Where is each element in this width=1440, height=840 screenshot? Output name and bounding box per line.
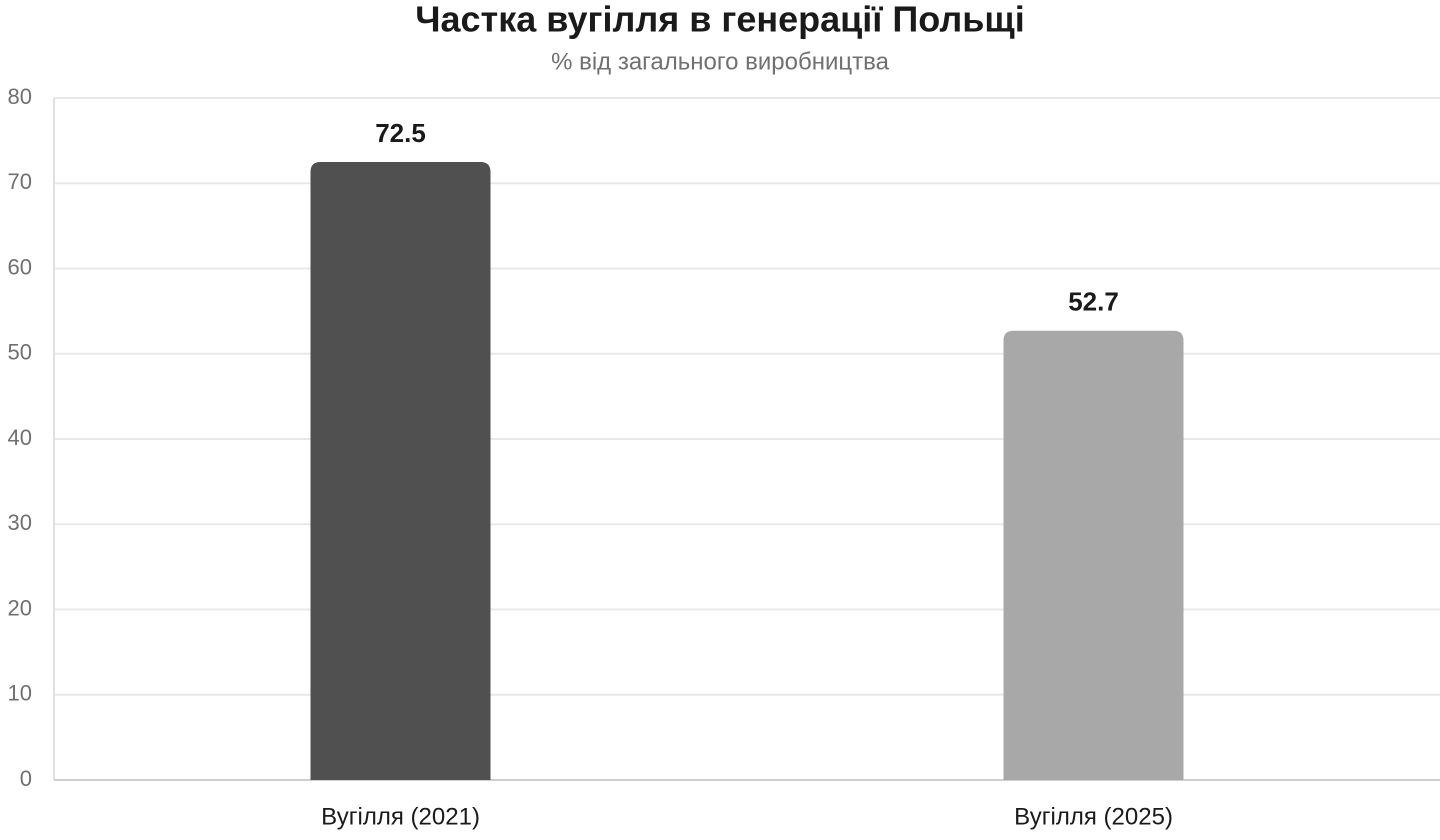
y-tick-label: 20	[8, 595, 32, 620]
bar	[310, 161, 491, 780]
y-tick-label: 80	[8, 84, 32, 109]
y-tick-label: 70	[8, 169, 32, 194]
x-tick-label: Вугілля (2025)	[1014, 803, 1173, 830]
y-tick-label: 0	[20, 766, 32, 791]
data-label: 72.5	[375, 118, 426, 148]
chart-subtitle: % від загального виробництва	[551, 48, 890, 75]
y-tick-label: 50	[8, 340, 32, 365]
x-tick-label: Вугілля (2021)	[321, 803, 480, 830]
data-label: 52.7	[1068, 287, 1119, 317]
y-tick-label: 60	[8, 254, 32, 279]
y-tick-label: 30	[8, 510, 32, 535]
bar	[1003, 330, 1184, 780]
y-tick-label: 40	[8, 425, 32, 450]
y-tick-label: 10	[8, 681, 32, 706]
chart-title: Частка вугілля в генерації Польщі	[415, 0, 1025, 40]
